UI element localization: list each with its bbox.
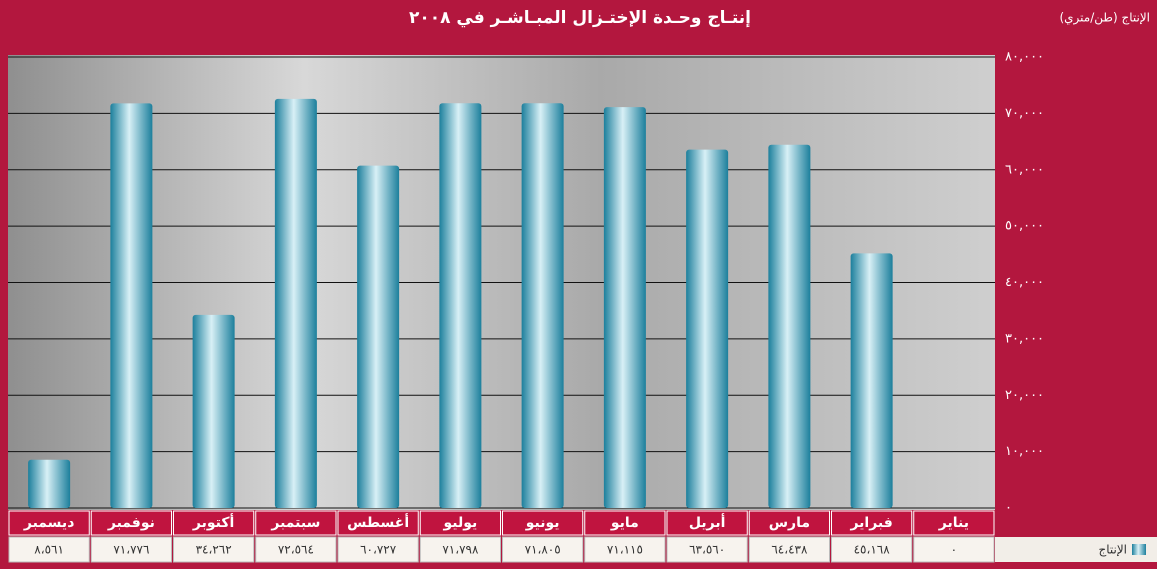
x-tick-label: فبراير xyxy=(849,515,892,531)
bar xyxy=(192,314,235,508)
chart-title: إنتـاج وحـدة الإختـزال المبـاشـر في ٢٠٠٨ xyxy=(409,8,751,28)
x-tick-label: نوفمبر xyxy=(107,515,155,531)
bar xyxy=(357,165,400,508)
x-tick-label: أكتوبر xyxy=(192,513,234,531)
y-tick-label: ٤٠,٠٠٠ xyxy=(1005,275,1044,290)
x-tick-label: يونيو xyxy=(525,515,560,531)
value-label: ٣٤،٢٦٢ xyxy=(196,543,232,557)
x-tick-label: يوليو xyxy=(442,515,477,531)
value-label: ٧٢،٥٦٤ xyxy=(278,543,314,557)
value-label: ٧١،٧٧٦ xyxy=(113,543,149,557)
category-cell xyxy=(502,510,584,536)
value-label: ٦٣،٥٦٠ xyxy=(689,543,725,557)
y-tick-label: ٢٠,٠٠٠ xyxy=(1005,388,1044,403)
bar xyxy=(110,103,153,509)
value-cell xyxy=(913,536,995,563)
x-tick-label: مارس xyxy=(769,515,810,531)
value-cell xyxy=(90,536,172,563)
category-cell xyxy=(913,510,995,536)
bar xyxy=(439,103,482,509)
value-cell xyxy=(831,536,913,563)
category-cell xyxy=(90,510,172,536)
y-tick-label: ٥٠,٠٠٠ xyxy=(1005,219,1044,234)
bar xyxy=(521,103,564,508)
value-cell xyxy=(666,536,748,563)
x-tick-label: أغسطس xyxy=(347,513,409,531)
bar xyxy=(28,459,71,508)
category-cell xyxy=(173,510,255,536)
bar xyxy=(686,149,729,509)
category-cell xyxy=(337,510,419,536)
legend-box xyxy=(995,537,1157,562)
x-tick-label: سبتمبر xyxy=(270,515,320,531)
x-tick-label: ديسمبر xyxy=(23,515,75,531)
x-tick-label: مايو xyxy=(610,515,639,531)
y-tick-label: ٦٠,٠٠٠ xyxy=(1005,162,1044,177)
bar xyxy=(274,98,317,509)
value-label: ٨،٥٦١ xyxy=(34,543,64,557)
bar xyxy=(603,107,646,509)
value-cell xyxy=(584,536,666,563)
y-tick-label: ٨٠,٠٠٠ xyxy=(1005,50,1044,65)
y-tick-label: ٣٠,٠٠٠ xyxy=(1005,331,1044,346)
category-cell xyxy=(831,510,913,536)
value-label: ٦٤،٤٣٨ xyxy=(771,543,808,557)
value-label: ٤٥،١٦٨ xyxy=(854,543,891,557)
value-cell xyxy=(255,536,337,563)
value-cell xyxy=(502,536,584,563)
category-cell xyxy=(8,510,90,536)
value-cell xyxy=(337,536,419,563)
bar xyxy=(850,253,893,508)
legend-swatch xyxy=(1132,544,1146,555)
y-axis-label: الإنتاج (طن/متري) xyxy=(1059,11,1150,26)
category-cell xyxy=(584,510,666,536)
value-cell xyxy=(748,536,830,563)
x-tick-label: يناير xyxy=(938,515,969,531)
y-tick-label: ٠ xyxy=(1005,501,1012,516)
x-tick-label: أبريل xyxy=(689,513,726,531)
value-label: ٦٠،٧٢٧ xyxy=(360,543,397,557)
category-cell xyxy=(666,510,748,536)
y-tick-label: ١٠,٠٠٠ xyxy=(1005,444,1044,459)
value-label: ٧١،٧٩٨ xyxy=(442,543,479,557)
legend-label: الإنتاج xyxy=(1098,543,1127,557)
category-cell xyxy=(255,510,337,536)
value-cell xyxy=(419,536,501,563)
value-label: ٧١،١١٥ xyxy=(607,543,643,557)
category-cell xyxy=(748,510,830,536)
value-cell xyxy=(8,536,90,563)
value-label: ٧١،٨٠٥ xyxy=(525,543,561,557)
value-cell xyxy=(173,536,255,563)
category-cell xyxy=(419,510,501,536)
bar xyxy=(768,144,811,508)
value-label: ٠ xyxy=(951,543,957,557)
y-tick-label: ٧٠,٠٠٠ xyxy=(1005,106,1044,121)
